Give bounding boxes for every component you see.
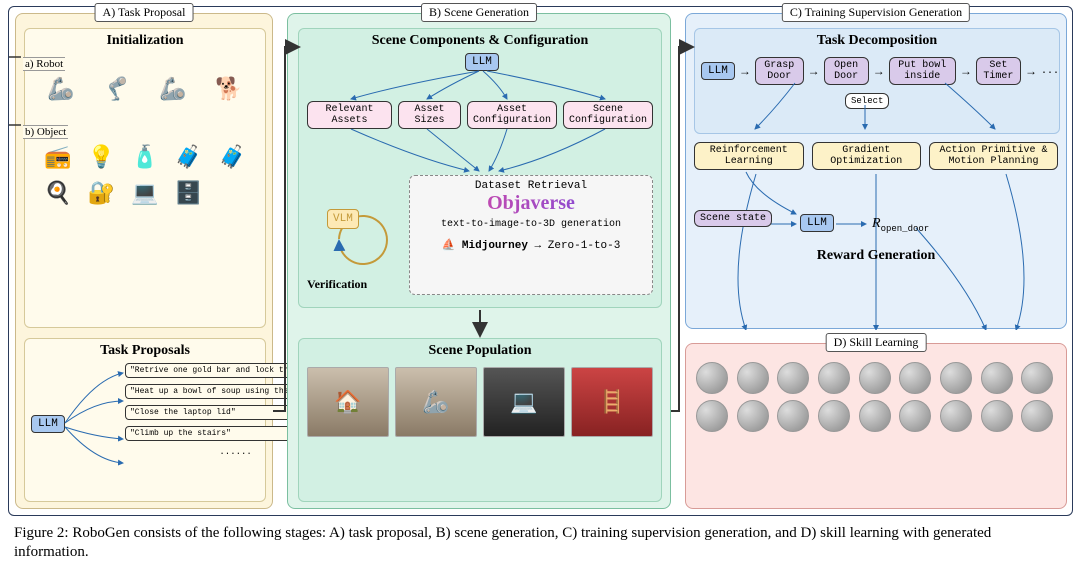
panel-task-proposal: A) Task Proposal Initialization a) Robot… [15, 13, 273, 509]
skill-thumb [940, 362, 972, 394]
step-item: Set Timer [976, 57, 1021, 85]
scene-thumb: 💻 [483, 367, 565, 437]
object-grid: 📻 💡 🧴 🧳 🧳 🍳 🔐 💻 🗄️ [39, 141, 251, 209]
initialization-title: Initialization [25, 33, 265, 49]
initialization-box: Initialization a) Robot 🦾 🦿 🦾 🐕 b) Objec… [24, 28, 266, 328]
skill-thumb [737, 400, 769, 432]
object-icon: 🍳 [39, 177, 77, 209]
skill-thumb [696, 400, 728, 432]
step-ellipsis: ... [1041, 66, 1059, 77]
objaverse-label: Objaverse [410, 192, 652, 215]
robot-icon: 🦿 [103, 73, 130, 105]
robot-icon: 🦾 [159, 73, 186, 105]
robot-label: a) Robot [23, 57, 65, 71]
skill-thumb [777, 362, 809, 394]
llm-node: LLM [800, 214, 834, 232]
object-icon: 🧴 [126, 141, 164, 173]
select-label: Select [845, 93, 889, 109]
panel-training-supervision: C) Training Supervision Generation Task … [685, 13, 1067, 329]
reward-generation-title: Reward Generation [686, 248, 1066, 264]
zero123-label: Zero-1-to-3 [548, 240, 621, 252]
panel-a-title: A) Task Proposal [95, 3, 194, 22]
retrieval-title: Dataset Retrieval [410, 180, 652, 192]
llm-node: LLM [31, 415, 65, 433]
skill-thumb [777, 400, 809, 432]
scene-thumb: 🦾 [395, 367, 477, 437]
comp-item: Relevant Assets [307, 101, 392, 129]
reward-r: R [872, 216, 881, 231]
object-icon: 🧳 [170, 141, 208, 173]
skill-thumb [981, 362, 1013, 394]
scene-population-title: Scene Population [299, 343, 661, 359]
object-icon: 🧳 [213, 141, 251, 173]
skill-thumb [1021, 362, 1053, 394]
scene-state: Scene state [694, 210, 772, 227]
step-item: Open Door [824, 57, 869, 85]
object-icon: 💡 [83, 141, 121, 173]
llm-node: LLM [701, 62, 735, 80]
scene-thumb: 🪜 [571, 367, 653, 437]
task-decomposition-box: Task Decomposition LLM → Grasp Door → Op… [694, 28, 1060, 134]
object-icon: 💻 [126, 177, 164, 209]
comp-item: Asset Sizes [398, 101, 461, 129]
scene-components-box: Scene Components & Configuration LLM Rel… [298, 28, 662, 308]
vlm-node: VLM [327, 209, 359, 229]
skill-thumb [737, 362, 769, 394]
skill-thumb [1021, 400, 1053, 432]
skill-thumb [859, 400, 891, 432]
object-icon: 🔐 [83, 177, 121, 209]
step-item: Grasp Door [755, 57, 804, 85]
dataset-retrieval-box: Dataset Retrieval Objaverse text-to-imag… [409, 175, 653, 295]
caption-text: RoboGen consists of the following stages… [14, 525, 991, 560]
skill-thumb [899, 400, 931, 432]
task-decomposition-title: Task Decomposition [695, 33, 1059, 49]
object-icon: 🗄️ [170, 177, 208, 209]
panel-d-title: D) Skill Learning [826, 333, 927, 352]
task-proposals-title: Task Proposals [25, 343, 265, 359]
panel-b-title: B) Scene Generation [421, 3, 537, 22]
skill-thumb [818, 362, 850, 394]
method-item: Gradient Optimization [812, 142, 922, 170]
skill-thumb [818, 400, 850, 432]
scene-population-box: Scene Population 🏠 🦾 💻 🪜 [298, 338, 662, 502]
object-icon: 📻 [39, 141, 77, 173]
comp-item: Asset Configuration [467, 101, 557, 129]
skill-thumb [981, 400, 1013, 432]
task-proposals-box: Task Proposals LLM "Retrive one gold bar… [24, 338, 266, 502]
comp-item: Scene Configuration [563, 101, 653, 129]
caption-prefix: Figure 2: [14, 525, 72, 541]
robot-icon: 🦾 [47, 73, 74, 105]
step-item: Put bowl inside [889, 57, 956, 85]
verification-label: Verification [307, 277, 367, 292]
panel-scene-generation: B) Scene Generation Scene Components & C… [287, 13, 671, 509]
llm-node: LLM [465, 53, 499, 71]
object-label: b) Object [23, 125, 68, 139]
skill-thumb [696, 362, 728, 394]
robot-icon: 🐕 [215, 73, 242, 105]
panel-c-title: C) Training Supervision Generation [782, 3, 970, 22]
skill-thumb [899, 362, 931, 394]
scene-components-title: Scene Components & Configuration [299, 33, 661, 49]
method-item: Reinforcement Learning [694, 142, 804, 170]
skill-thumb [859, 362, 891, 394]
skill-thumb [940, 400, 972, 432]
reward-sub: open_door [881, 224, 930, 234]
scene-thumb: 🏠 [307, 367, 389, 437]
figure-wrap: A) Task Proposal Initialization a) Robot… [8, 6, 1073, 516]
method-item: Action Primitive & Motion Planning [929, 142, 1058, 170]
panel-skill-learning: D) Skill Learning [685, 343, 1067, 509]
midjourney-label: Midjourney [462, 240, 528, 252]
t2i3d-label: text-to-image-to-3D generation [410, 219, 652, 230]
